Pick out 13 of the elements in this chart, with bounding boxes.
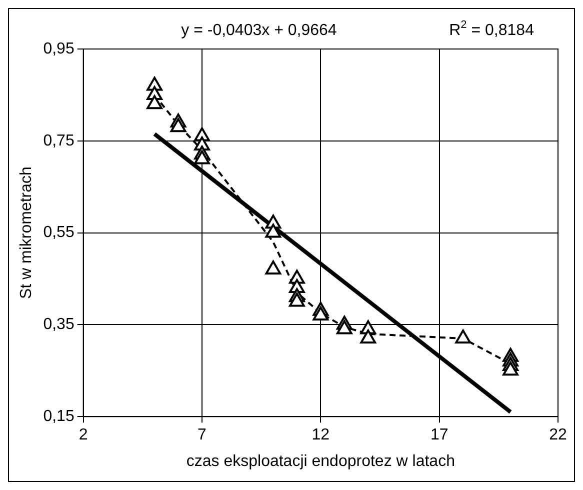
x-tick-label: 12 — [312, 426, 330, 444]
text: y = -0,0403x + 0,9664 — [181, 22, 337, 39]
x-tick-label: 17 — [430, 426, 448, 444]
y-tick-label: 0,55 — [43, 224, 74, 242]
x-tick-label: 7 — [198, 426, 207, 444]
x-tick-label: 22 — [549, 426, 567, 444]
y-tick-label: 0,15 — [43, 408, 74, 426]
y-axis-title: St w mikrometrach — [18, 166, 36, 300]
y-tick-label: 0,95 — [43, 40, 74, 58]
y-tick-label: 0,35 — [43, 316, 74, 334]
y-tick-label: 0,75 — [43, 132, 74, 150]
x-axis-title: czas eksploatacji endoprotez w latach — [186, 452, 455, 470]
x-tick-label: 2 — [78, 426, 88, 444]
